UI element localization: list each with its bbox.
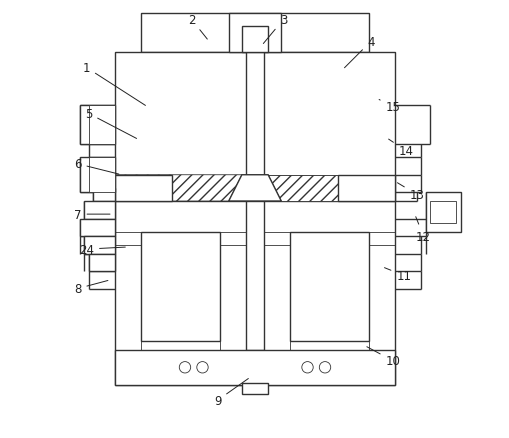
Bar [141, 14, 368, 53]
Bar [229, 14, 280, 53]
Text: 4: 4 [344, 35, 374, 69]
Polygon shape [268, 175, 394, 201]
Bar [84, 201, 115, 219]
Polygon shape [115, 175, 241, 201]
Text: 14: 14 [388, 140, 413, 158]
Bar [89, 106, 115, 145]
Bar [84, 237, 115, 254]
Bar [80, 106, 115, 145]
Circle shape [301, 362, 313, 373]
Bar [290, 232, 368, 341]
Bar [80, 219, 115, 237]
Text: 2: 2 [187, 14, 207, 40]
Text: 5: 5 [85, 108, 136, 139]
Bar [425, 193, 460, 232]
Bar [89, 158, 115, 193]
Text: 7: 7 [74, 208, 110, 221]
Bar [115, 53, 394, 385]
Bar [115, 175, 172, 201]
Bar [141, 232, 219, 341]
Bar [290, 232, 368, 341]
Bar [115, 201, 246, 350]
Bar [429, 201, 456, 223]
Text: 9: 9 [214, 379, 248, 406]
Text: 13: 13 [397, 184, 423, 201]
Bar [246, 201, 263, 350]
Circle shape [319, 362, 330, 373]
Bar [89, 254, 115, 272]
Bar [115, 350, 394, 385]
Bar [337, 175, 394, 201]
Bar [141, 14, 229, 53]
Polygon shape [229, 175, 280, 201]
Bar [141, 232, 219, 341]
Circle shape [196, 362, 208, 373]
Text: 3: 3 [263, 14, 287, 44]
Bar [93, 188, 115, 201]
Text: 1: 1 [82, 62, 145, 106]
Bar [280, 14, 368, 53]
Text: 10: 10 [366, 347, 400, 367]
Bar [241, 383, 268, 394]
Text: 15: 15 [378, 100, 400, 114]
Bar [80, 158, 115, 193]
Text: 8: 8 [74, 281, 108, 295]
Bar [115, 53, 246, 201]
Bar [246, 53, 263, 201]
Text: 12: 12 [415, 217, 430, 243]
Text: 6: 6 [74, 158, 119, 175]
Bar [241, 27, 268, 53]
Text: 24: 24 [79, 243, 125, 256]
Text: 11: 11 [384, 268, 410, 282]
Bar [263, 53, 394, 201]
Circle shape [179, 362, 190, 373]
Bar [263, 201, 394, 350]
